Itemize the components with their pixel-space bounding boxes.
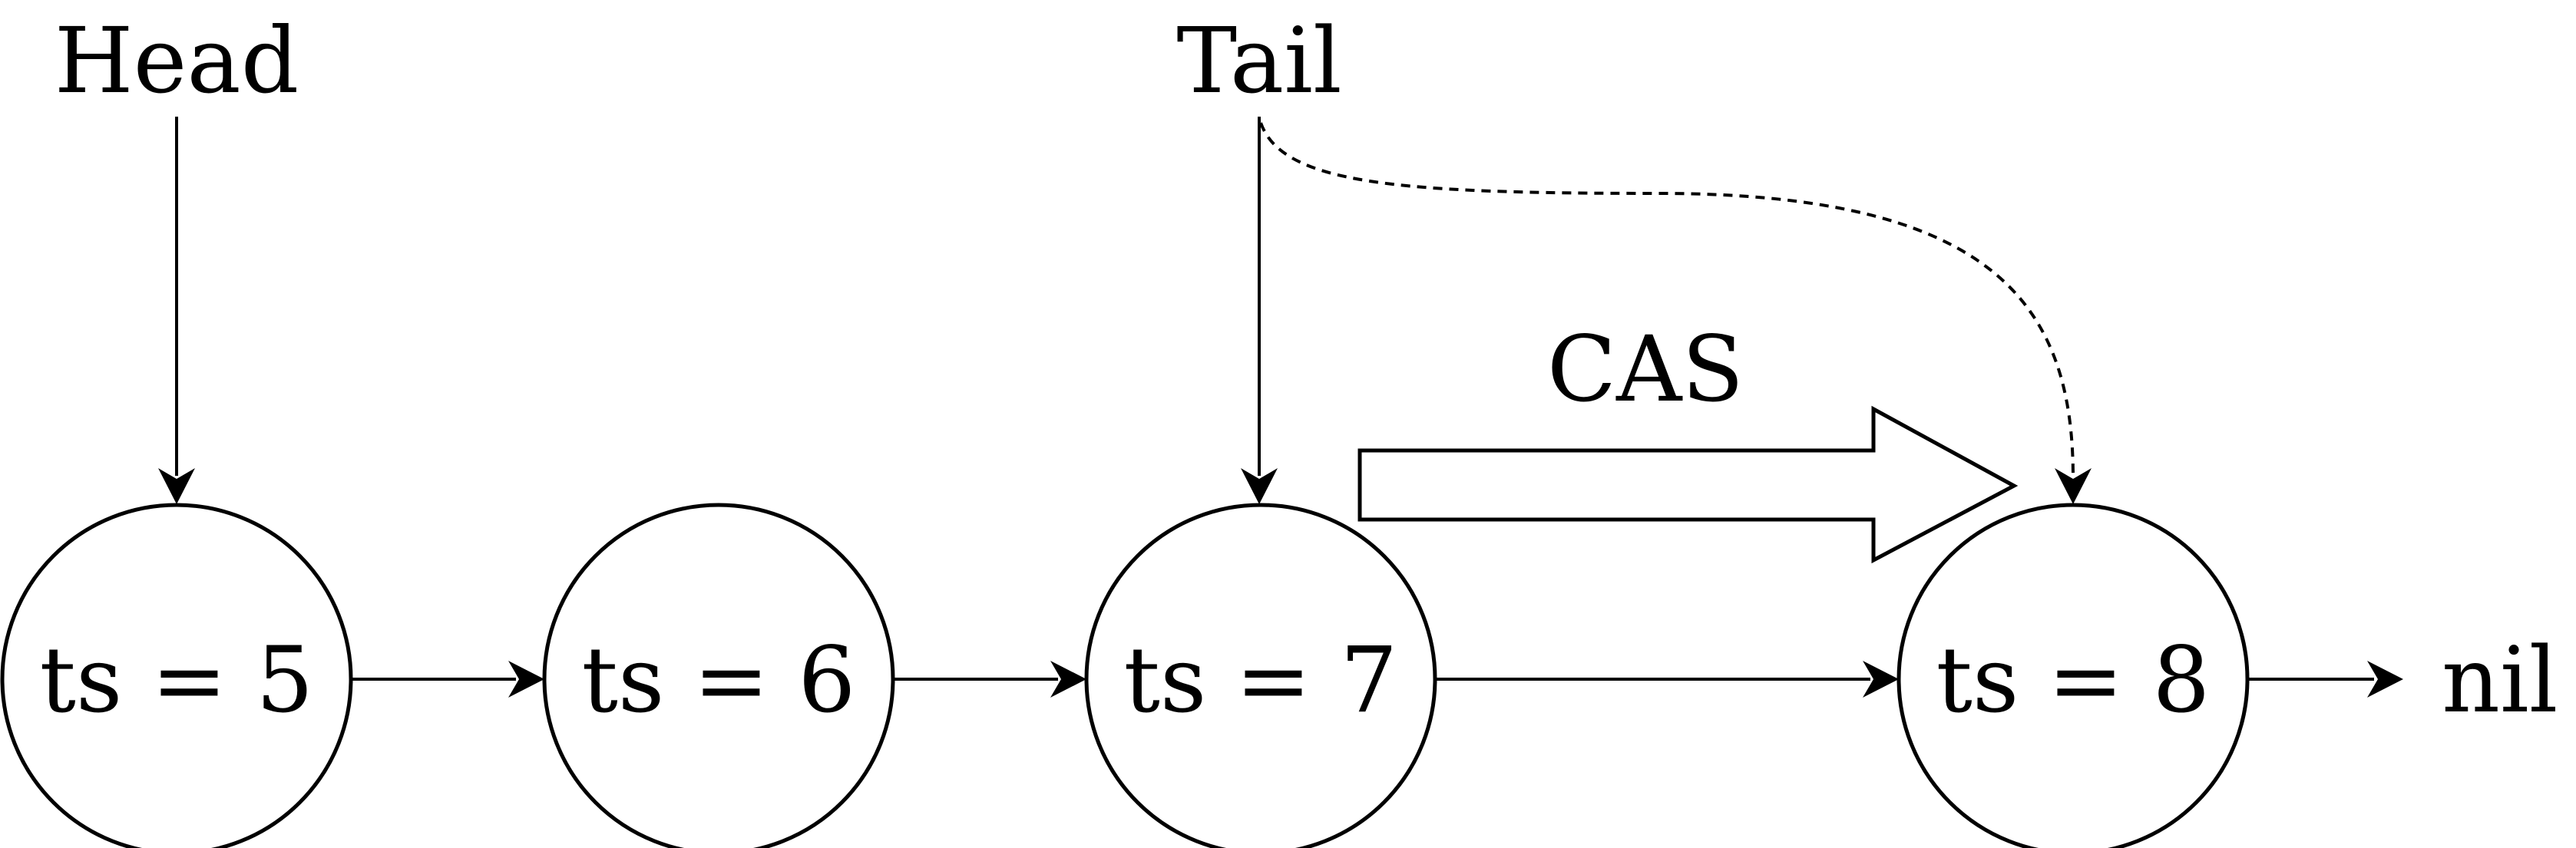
head-pointer-arrow xyxy=(158,117,195,504)
node-label: ts = 7 xyxy=(1124,627,1398,733)
list-node: ts = 7 xyxy=(1084,503,1437,848)
next-link-arrow xyxy=(2247,661,2403,698)
cas-label: CAS xyxy=(1547,316,1744,422)
node-label: ts = 6 xyxy=(582,627,856,733)
nil-terminal-label: nil xyxy=(2442,627,2558,733)
tail-pointer-arrow xyxy=(1241,117,1278,504)
cas-block-arrow xyxy=(1357,405,2019,564)
next-link-arrow xyxy=(1435,661,1899,698)
next-link-arrow xyxy=(893,661,1086,698)
node-label: ts = 5 xyxy=(40,627,314,733)
node-label: ts = 8 xyxy=(1936,627,2211,733)
head-pointer-label: Head xyxy=(55,8,299,114)
list-node: ts = 8 xyxy=(1896,503,2250,848)
tail-advance-dashed-arrow xyxy=(1259,122,2092,504)
next-link-arrow xyxy=(351,661,544,698)
list-node: ts = 5 xyxy=(0,503,353,848)
list-node: ts = 6 xyxy=(542,503,895,848)
tail-pointer-label: Tail xyxy=(1176,8,1341,114)
